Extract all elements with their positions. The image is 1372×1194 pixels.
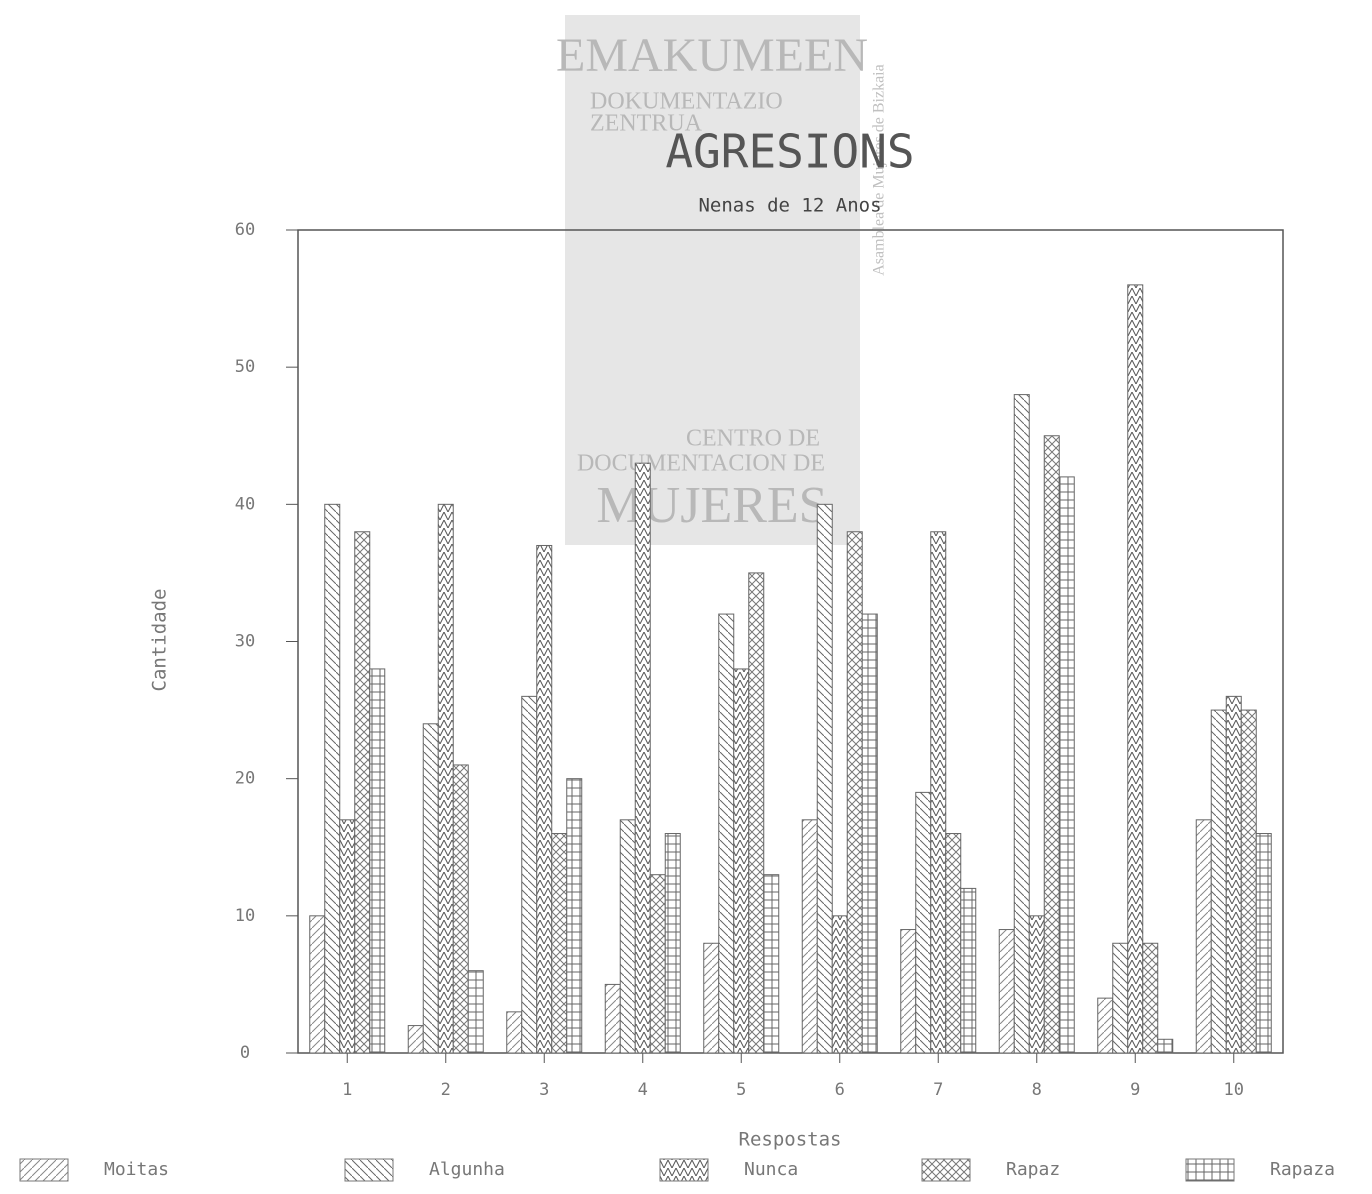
bar <box>1127 284 1144 1054</box>
bar <box>801 819 818 1054</box>
bar <box>763 874 780 1054</box>
y-tick-label: 0 <box>240 1043 250 1063</box>
bar <box>831 915 848 1054</box>
y-tick-label: 30 <box>235 632 255 652</box>
bar <box>718 613 735 1054</box>
bar <box>604 983 621 1054</box>
watermark-text: CENTRO DE <box>686 426 820 452</box>
bar <box>649 874 666 1054</box>
bar <box>309 915 326 1054</box>
y-tick-label: 60 <box>235 220 255 240</box>
x-axis-label: Respostas <box>739 1129 842 1151</box>
watermark: EMAKUMEEN DOKUMENTAZIO ZENTRUA CENTRO DE… <box>556 15 888 545</box>
bar <box>816 503 833 1054</box>
watermark-text: DOKUMENTAZIO <box>590 89 783 115</box>
bar <box>1240 709 1257 1054</box>
y-tick-label: 50 <box>235 357 255 377</box>
bar <box>998 929 1015 1054</box>
bar <box>566 778 583 1054</box>
x-tick-label: 10 <box>1224 1080 1244 1100</box>
legend-swatch <box>921 1158 971 1182</box>
y-tick-label: 40 <box>235 494 255 514</box>
legend-label: Moitas <box>104 1159 169 1180</box>
legend-swatch <box>659 1158 709 1182</box>
y-axis-label: Cantidade <box>149 589 171 692</box>
legend-swatch <box>344 1158 394 1182</box>
x-tick-label: 2 <box>441 1080 451 1100</box>
chart-title: AGRESIONS <box>665 125 914 179</box>
bar <box>551 833 568 1054</box>
bar <box>1112 942 1129 1054</box>
bar <box>1157 1038 1174 1054</box>
bar <box>339 819 356 1054</box>
x-tick-label: 7 <box>933 1080 943 1100</box>
bar <box>521 695 538 1054</box>
legend-label: Rapaz <box>1006 1159 1060 1180</box>
legend-label: Nunca <box>744 1159 798 1180</box>
bar <box>664 833 681 1054</box>
x-tick-label: 6 <box>835 1080 845 1100</box>
bar <box>945 833 962 1054</box>
bar <box>1255 833 1272 1054</box>
bar <box>733 668 750 1054</box>
bar <box>536 544 553 1054</box>
bar <box>1028 915 1045 1054</box>
bar <box>452 764 469 1054</box>
bar <box>354 531 371 1054</box>
bar <box>703 942 720 1054</box>
bar <box>861 613 878 1054</box>
legend-swatch <box>19 1158 69 1182</box>
bar <box>437 503 454 1054</box>
bar <box>467 970 484 1054</box>
x-tick-label: 9 <box>1130 1080 1140 1100</box>
bar <box>846 531 863 1054</box>
bar <box>915 791 932 1054</box>
legend-swatch <box>1185 1158 1235 1182</box>
bar <box>900 929 917 1054</box>
bar <box>1142 942 1159 1054</box>
bar <box>1097 997 1114 1054</box>
bar <box>1043 435 1060 1054</box>
bar <box>506 1011 523 1054</box>
bar <box>748 572 765 1054</box>
legend-label: Rapaza <box>1270 1159 1335 1180</box>
x-tick-label: 8 <box>1032 1080 1042 1100</box>
bar <box>1225 695 1242 1054</box>
bar <box>960 887 977 1054</box>
bar <box>422 723 439 1054</box>
x-tick-label: 5 <box>736 1080 746 1100</box>
y-tick-label: 20 <box>235 769 255 789</box>
watermark-text: EMAKUMEEN <box>556 29 868 82</box>
bar <box>1058 476 1075 1054</box>
bar <box>930 531 947 1054</box>
x-tick-label: 3 <box>539 1080 549 1100</box>
bar <box>369 668 386 1054</box>
legend-label: Algunha <box>429 1159 505 1180</box>
x-tick-label: 4 <box>638 1080 648 1100</box>
watermark-box <box>565 15 860 545</box>
watermark-text: MUJERES <box>596 477 827 534</box>
chart-subtitle: Nenas de 12 Anos <box>698 195 881 217</box>
bar <box>1013 394 1030 1054</box>
watermark-text: Asamblea de Mujeres de Bizkaia <box>871 64 888 275</box>
x-tick-label: 1 <box>342 1080 352 1100</box>
bar <box>407 1025 424 1054</box>
bar <box>1195 819 1212 1054</box>
bar <box>1210 709 1227 1054</box>
y-tick-label: 10 <box>235 906 255 926</box>
bar <box>619 819 636 1054</box>
watermark-text: ZENTRUA <box>590 111 703 137</box>
watermark-text: DOCUMENTACION DE <box>577 451 825 477</box>
bar <box>324 503 341 1054</box>
bar <box>634 462 651 1054</box>
